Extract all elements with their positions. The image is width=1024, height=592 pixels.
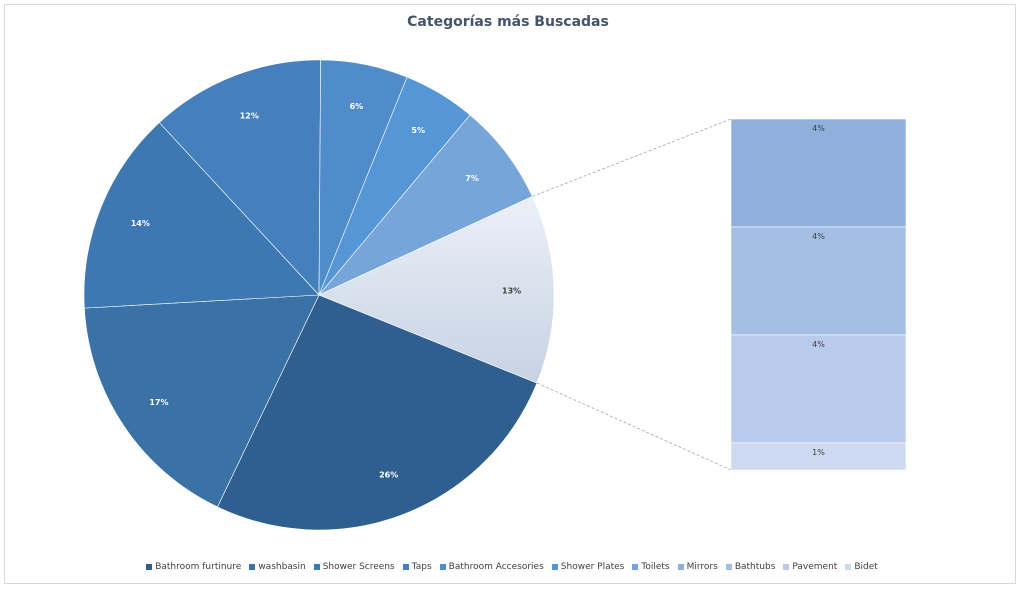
pie: 26% 17% 14% 12% 6% 5% 7% 13% — [83, 59, 555, 531]
bar-segment-bathtubs — [730, 226, 907, 336]
legend-item-bathroom-furtinure: Bathroom furtinure — [146, 562, 241, 572]
bar-segment-bidet — [730, 442, 907, 471]
legend-swatch — [845, 563, 852, 570]
legend-swatch — [677, 563, 684, 570]
legend-label: washbasin — [258, 562, 306, 572]
stacked-bar: 4% 4% 4% 1% — [730, 118, 907, 471]
legend-label: Taps — [411, 562, 432, 572]
connector-lines — [532, 118, 732, 471]
legend-label: Bathroom Accesories — [448, 562, 544, 572]
pie-label-shower-screens: 14% — [131, 219, 150, 228]
legend-swatch — [313, 563, 320, 570]
legend-item-bathtubs: Bathtubs — [725, 562, 776, 572]
pie-slice-toilets — [318, 114, 533, 296]
legend-item-bidet: Bidet — [845, 562, 878, 572]
legend-item-taps: Taps — [402, 562, 432, 572]
pie-label-washbasin: 17% — [149, 398, 168, 407]
bar-label-pavement: 4% — [812, 340, 825, 349]
legend-item-shower-plates: Shower Plates — [551, 562, 625, 572]
pie-label-other: 13% — [502, 286, 521, 295]
bar-label-bidet: 1% — [812, 448, 825, 457]
pie-label-shower-plates: 5% — [411, 126, 425, 135]
legend-item-washbasin: washbasin — [249, 562, 306, 572]
legend-item-shower-screens: Shower Screens — [313, 562, 395, 572]
legend-label: Mirrors — [686, 562, 718, 572]
legend-label: Pavement — [792, 562, 838, 572]
legend: Bathroom furtinure washbasin Shower Screen… — [0, 562, 1024, 572]
legend-swatch — [402, 563, 409, 570]
pie-slice-shower-screens — [83, 122, 320, 309]
legend-item-mirrors: Mirrors — [677, 562, 718, 572]
pie-slice-taps — [158, 59, 321, 296]
bar-label-bathtubs: 4% — [812, 232, 825, 241]
legend-item-toilets: Toilets — [632, 562, 670, 572]
bar-label-mirrors: 4% — [812, 124, 825, 133]
pie-label-bathroom-accesories: 6% — [350, 102, 364, 111]
legend-label: Bathroom furtinure — [155, 562, 242, 572]
legend-label: Bathtubs — [734, 562, 776, 572]
legend-label: Shower Screens — [322, 562, 395, 572]
legend-label: Bidet — [854, 562, 878, 572]
legend-swatch — [249, 563, 256, 570]
legend-swatch — [632, 563, 639, 570]
legend-swatch — [783, 563, 790, 570]
bar-segment-mirrors — [730, 118, 907, 228]
pie-label-toilets: 7% — [465, 174, 479, 183]
legend-swatch — [146, 563, 153, 570]
pie-label-bathroom-furtinure: 26% — [379, 471, 398, 480]
chart-title: Categorías más Buscadas — [407, 14, 609, 30]
legend-swatch — [439, 563, 446, 570]
pie-slice-bathroom-furtinure — [217, 294, 538, 531]
bar-segment-pavement — [730, 334, 907, 444]
pie-label-taps: 12% — [240, 111, 259, 120]
legend-label: Shower Plates — [560, 562, 625, 572]
pie-slice-other — [318, 196, 555, 384]
legend-swatch — [551, 563, 558, 570]
legend-item-pavement: Pavement — [783, 562, 837, 572]
legend-swatch — [725, 563, 732, 570]
legend-item-bathroom-accesories: Bathroom Accesories — [439, 562, 544, 572]
pie-slice-washbasin — [84, 294, 320, 508]
connector-line-bottom — [536, 382, 732, 471]
connector-line-top — [532, 118, 732, 197]
legend-label: Toilets — [641, 562, 670, 572]
